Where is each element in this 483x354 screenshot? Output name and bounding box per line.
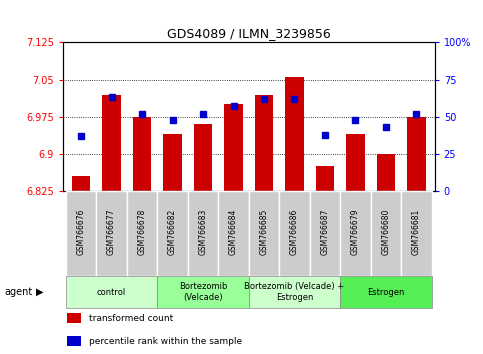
Bar — [401, 191, 432, 276]
Bar — [67, 336, 82, 346]
Bar — [249, 191, 279, 276]
Text: GSM766681: GSM766681 — [412, 209, 421, 255]
Text: GSM766678: GSM766678 — [138, 209, 146, 255]
Bar — [66, 191, 96, 276]
Text: GSM766685: GSM766685 — [259, 209, 269, 255]
Bar — [157, 276, 249, 308]
Bar — [346, 134, 365, 191]
Bar — [370, 191, 401, 276]
Bar — [194, 124, 212, 191]
Bar — [377, 154, 395, 191]
Title: GDS4089 / ILMN_3239856: GDS4089 / ILMN_3239856 — [167, 27, 331, 40]
Bar — [163, 134, 182, 191]
Text: GSM766676: GSM766676 — [77, 209, 85, 255]
Bar — [218, 191, 249, 276]
Bar — [249, 276, 340, 308]
Bar — [340, 191, 370, 276]
Bar — [255, 95, 273, 191]
Text: agent: agent — [5, 287, 33, 297]
Bar — [340, 276, 432, 308]
Text: Bortezomib (Velcade) +
Estrogen: Bortezomib (Velcade) + Estrogen — [244, 282, 344, 302]
Bar — [133, 117, 151, 191]
Text: GSM766679: GSM766679 — [351, 209, 360, 255]
Text: GSM766687: GSM766687 — [320, 209, 329, 255]
Bar — [285, 77, 304, 191]
Bar — [96, 191, 127, 276]
Text: GSM766680: GSM766680 — [382, 209, 390, 255]
Bar — [310, 191, 340, 276]
Text: transformed count: transformed count — [89, 314, 173, 322]
Bar — [127, 191, 157, 276]
Bar — [279, 191, 310, 276]
Text: ▶: ▶ — [36, 287, 44, 297]
Bar — [157, 191, 188, 276]
Text: GSM766677: GSM766677 — [107, 209, 116, 255]
Bar — [67, 313, 82, 323]
Bar — [66, 276, 157, 308]
Bar — [102, 95, 121, 191]
Text: GSM766682: GSM766682 — [168, 209, 177, 255]
Text: GSM766684: GSM766684 — [229, 209, 238, 255]
Bar — [188, 191, 218, 276]
Bar — [407, 117, 426, 191]
Bar — [72, 176, 90, 191]
Bar — [316, 166, 334, 191]
Text: control: control — [97, 287, 126, 297]
Text: GSM766686: GSM766686 — [290, 209, 299, 255]
Text: Bortezomib
(Velcade): Bortezomib (Velcade) — [179, 282, 227, 302]
Text: GSM766683: GSM766683 — [199, 209, 208, 255]
Bar — [225, 104, 242, 191]
Text: Estrogen: Estrogen — [367, 287, 405, 297]
Text: percentile rank within the sample: percentile rank within the sample — [89, 337, 242, 346]
